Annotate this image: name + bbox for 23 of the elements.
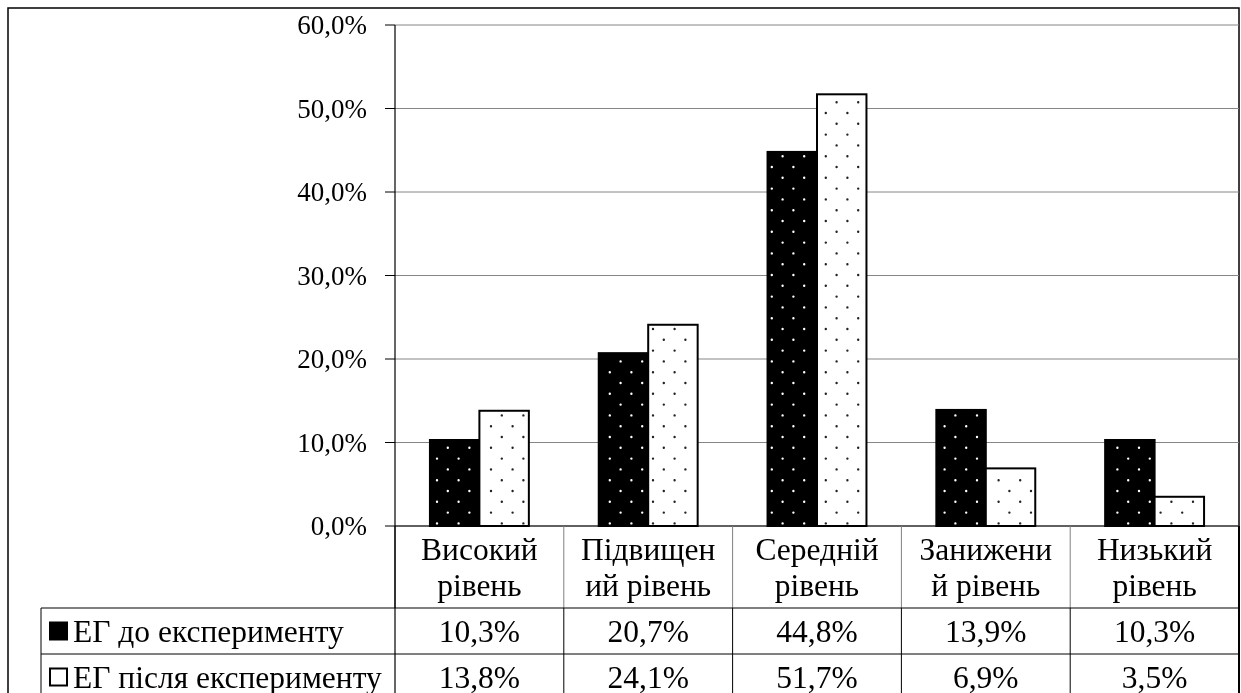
data-label: 10,3% [438,613,521,649]
x-tick-label: Високий рівень [421,531,538,603]
y-tick-label: 30,0% [297,260,367,291]
y-tick-label: 60,0% [297,10,367,40]
data-label: 6,9% [952,659,1019,693]
data-label: 44,8% [776,613,858,649]
x-tick-label: Занижений рівень [919,531,1053,603]
data-label: 51,7% [776,659,858,693]
x-tick-label: Низький рівень [1096,531,1213,603]
data-label: 3,5% [1121,659,1188,693]
legend-label: ЕГ до експерименту [73,613,345,649]
data-label: 13,8% [438,659,521,693]
data-label: 24,1% [607,659,689,693]
data-label: 20,7% [607,613,689,649]
data-label: 13,9% [945,613,1027,649]
y-tick-label: 40,0% [297,177,367,207]
data-label: 10,3% [1113,613,1196,649]
x-tick-label: Середній рівень [755,531,879,603]
y-tick-label: 0,0% [310,511,367,541]
x-tick-label: Підвищений рівень [581,531,716,603]
y-tick-label: 10,0% [297,427,367,458]
y-tick-label: 50,0% [297,93,367,124]
y-tick-label: 20,0% [297,344,367,374]
